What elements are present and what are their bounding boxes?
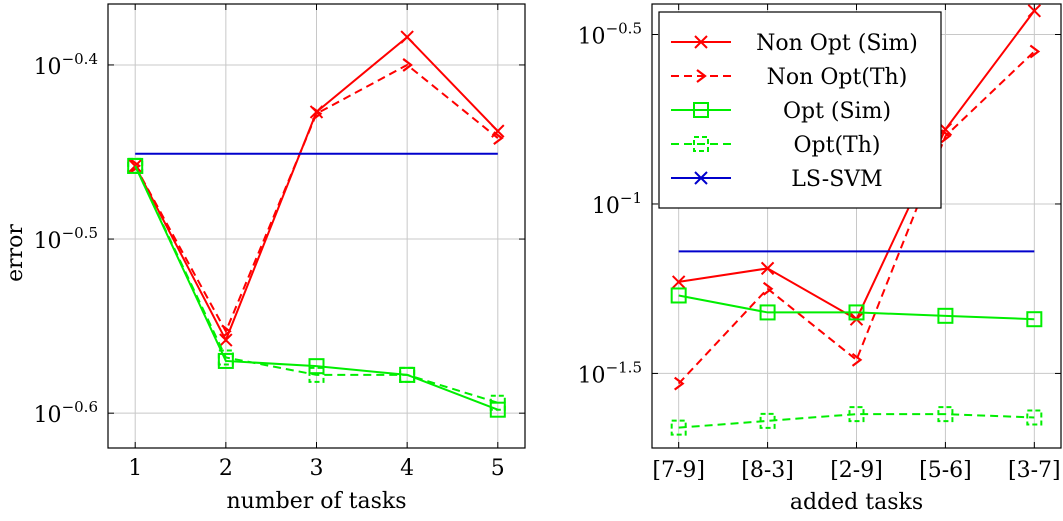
legend-label: Opt (Sim) bbox=[783, 99, 891, 124]
data-point bbox=[217, 349, 234, 366]
y-tick-label: 10−0.5 bbox=[578, 20, 642, 50]
data-point bbox=[937, 406, 954, 423]
data-point bbox=[1026, 311, 1043, 328]
data-point bbox=[1027, 4, 1042, 18]
data-point bbox=[308, 366, 325, 383]
x-tick-label: 2 bbox=[219, 456, 233, 481]
data-point bbox=[402, 58, 413, 72]
chart-panel-1: 1 2 3 4 5 10−0.4 10−0.5 10−0.6 number of tasks er… bbox=[3, 3, 526, 514]
series-line bbox=[134, 63, 499, 334]
data-point bbox=[127, 157, 144, 174]
data-point bbox=[759, 412, 776, 429]
x-axis-label: number of tasks bbox=[226, 489, 406, 514]
x-axis-label: added tasks bbox=[790, 490, 923, 515]
legend-marker bbox=[693, 136, 709, 152]
legend-entry: Non Opt(Th) bbox=[671, 65, 907, 90]
legend: Non Opt (Sim) Non Opt(Th) Opt (Sim) Opt(Th)… bbox=[658, 11, 942, 209]
legend-marker bbox=[694, 35, 708, 49]
data-point bbox=[851, 352, 863, 367]
legend-label: LS-SVM bbox=[791, 167, 882, 192]
data-point bbox=[940, 129, 952, 144]
y-tick-label: 10−0.6 bbox=[34, 398, 98, 428]
x-tick-label: [3-7] bbox=[1008, 458, 1061, 483]
data-point bbox=[311, 106, 323, 121]
y-tick-label: 10−1.5 bbox=[578, 358, 642, 388]
legend-label: Non Opt(Th) bbox=[767, 65, 908, 90]
data-point bbox=[670, 419, 687, 436]
x-tick-label: [5-6] bbox=[919, 458, 972, 483]
data-point bbox=[400, 30, 414, 44]
series-non-opt-th bbox=[130, 58, 504, 339]
series-line bbox=[677, 50, 1036, 385]
legend-label: Non Opt (Sim) bbox=[756, 31, 918, 56]
data-point bbox=[670, 287, 687, 304]
y-tick-label: 10−0.5 bbox=[34, 224, 98, 254]
data-point bbox=[493, 131, 504, 145]
series-opt-th bbox=[670, 406, 1043, 436]
data-point bbox=[762, 281, 774, 296]
legend-marker bbox=[693, 102, 709, 118]
x-tick-label: [2-9] bbox=[830, 458, 883, 483]
series-line bbox=[678, 413, 1035, 429]
x-tick-label: [8-3] bbox=[741, 458, 794, 483]
data-point bbox=[671, 275, 686, 289]
series-non-opt-th bbox=[674, 44, 1041, 391]
data-point bbox=[308, 358, 325, 375]
series-line bbox=[134, 165, 499, 404]
chart-panel-2: [7-9] [8-3] [2-9] [5-6] [3-7] 10−0.5 10−1 10−1.… bbox=[578, 3, 1062, 515]
x-tick-label: 4 bbox=[400, 456, 414, 481]
x-tick-label: 1 bbox=[128, 456, 142, 481]
data-point bbox=[674, 376, 685, 391]
data-point bbox=[130, 159, 142, 173]
y-tick-label: 10−0.4 bbox=[34, 50, 98, 80]
data-point bbox=[489, 394, 506, 411]
data-point bbox=[848, 406, 865, 423]
legend-entry: Non Opt (Sim) bbox=[671, 31, 918, 56]
x-tick-label: [7-9] bbox=[652, 458, 705, 483]
legend-entry: LS-SVM bbox=[671, 167, 883, 192]
legend-marker bbox=[694, 171, 708, 185]
data-point bbox=[1029, 44, 1041, 59]
legend-marker bbox=[696, 69, 707, 83]
series-line bbox=[678, 294, 1035, 321]
y-axis-label: error bbox=[3, 224, 28, 282]
data-point bbox=[759, 304, 776, 321]
legend-label: Opt(Th) bbox=[794, 133, 881, 158]
x-tick-label: 5 bbox=[491, 456, 505, 481]
data-point bbox=[128, 159, 142, 173]
data-point bbox=[221, 324, 232, 339]
data-point bbox=[848, 304, 865, 321]
data-point bbox=[399, 366, 416, 383]
x-tick-label: 3 bbox=[310, 456, 324, 481]
data-point bbox=[1026, 409, 1043, 426]
series-opt-th bbox=[127, 157, 506, 411]
data-point bbox=[937, 307, 954, 324]
data-point bbox=[760, 261, 775, 276]
legend-entry: Opt(Th) bbox=[671, 133, 880, 158]
series-opt-sim bbox=[670, 287, 1043, 328]
legend-entry: Opt (Sim) bbox=[671, 99, 891, 124]
y-tick-label: 10−1 bbox=[592, 189, 642, 219]
